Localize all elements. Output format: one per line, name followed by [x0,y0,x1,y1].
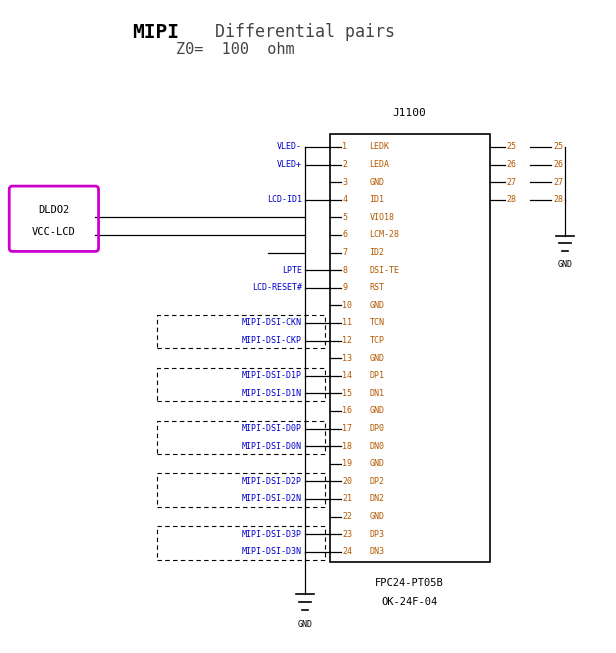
Text: 12: 12 [342,336,352,345]
Text: VLED-: VLED- [277,142,302,151]
Text: MIPI-DSI-D0P: MIPI-DSI-D0P [242,424,302,433]
Bar [157,421,325,454]
Text: MIPI-DSI-D1P: MIPI-DSI-D1P [242,372,302,380]
Text: LCD-ID1: LCD-ID1 [267,195,302,204]
Text: LCD-RESET#: LCD-RESET# [252,283,302,293]
Text: 3: 3 [342,178,347,187]
Text: 2: 2 [342,160,347,169]
Text: 5: 5 [342,213,347,222]
Text: 4: 4 [342,195,347,204]
Text: GND: GND [298,620,312,629]
Text: LEDA: LEDA [370,160,389,169]
Text: MIPI: MIPI [132,23,179,42]
Text: 26: 26 [506,160,516,169]
Text: 24: 24 [342,547,352,556]
Text: 15: 15 [342,389,352,398]
Text: DN1: DN1 [370,389,384,398]
Text: FPC24-PT05B: FPC24-PT05B [375,578,444,588]
Text: DSI-TE: DSI-TE [370,266,400,275]
Text: 11: 11 [342,319,352,327]
Text: 28: 28 [506,195,516,204]
Bar [330,134,490,562]
Text: 10: 10 [342,301,352,310]
Text: 1: 1 [342,142,347,151]
Text: ID1: ID1 [370,195,384,204]
Text: 17: 17 [342,424,352,433]
Text: GND: GND [370,512,384,521]
Text: DN2: DN2 [370,494,384,503]
Text: 25: 25 [553,142,563,151]
Text: MIPI-DSI-D3N: MIPI-DSI-D3N [242,547,302,556]
Text: 28: 28 [553,195,563,204]
Text: VLED+: VLED+ [277,160,302,169]
Text: LPTE: LPTE [282,266,302,275]
Text: 27: 27 [553,178,563,187]
Text: DN0: DN0 [370,441,384,451]
Text: 20: 20 [342,477,352,486]
Text: OK-24F-04: OK-24F-04 [381,597,438,607]
Bar [157,473,325,507]
Text: ID2: ID2 [370,248,384,257]
Text: MIPI-DSI-D2P: MIPI-DSI-D2P [242,477,302,486]
Text: J1100: J1100 [393,108,426,118]
Text: TCN: TCN [370,319,384,327]
Text: 22: 22 [342,512,352,521]
Text: MIPI-DSI-D0N: MIPI-DSI-D0N [242,441,302,451]
Text: Differential pairs: Differential pairs [185,23,395,41]
Text: DLDO2: DLDO2 [38,205,70,215]
Text: 9: 9 [342,283,347,293]
Text: LCM-28: LCM-28 [370,231,400,240]
Text: RST: RST [370,283,384,293]
Text: GND: GND [370,301,384,310]
Text: DP1: DP1 [370,372,384,380]
Text: MIPI-DSI-CKN: MIPI-DSI-CKN [242,319,302,327]
Text: 16: 16 [342,406,352,415]
Bar [157,526,325,560]
Text: DP0: DP0 [370,424,384,433]
Text: LEDK: LEDK [370,142,389,151]
Text: Z0=  100  ohm: Z0= 100 ohm [176,42,294,57]
Text: 25: 25 [506,142,516,151]
Text: 26: 26 [553,160,563,169]
Text: 23: 23 [342,530,352,539]
Text: MIPI-DSI-D1N: MIPI-DSI-D1N [242,389,302,398]
Text: VCC-LCD: VCC-LCD [32,227,76,236]
Text: 6: 6 [342,231,347,240]
Text: 13: 13 [342,354,352,362]
Text: DP3: DP3 [370,530,384,539]
Text: TCP: TCP [370,336,384,345]
Text: GND: GND [370,354,384,362]
Text: 21: 21 [342,494,352,503]
Text: GND: GND [370,178,384,187]
Text: VIO18: VIO18 [370,213,395,222]
Text: 14: 14 [342,372,352,380]
Text: MIPI-DSI-D2N: MIPI-DSI-D2N [242,494,302,503]
Text: 18: 18 [342,441,352,451]
Text: GND: GND [370,459,384,468]
Bar [157,315,325,349]
Bar [157,368,325,402]
Text: 7: 7 [342,248,347,257]
Text: 19: 19 [342,459,352,468]
Text: GND: GND [370,406,384,415]
Text: DP2: DP2 [370,477,384,486]
Text: DN3: DN3 [370,547,384,556]
Text: 27: 27 [506,178,516,187]
Text: MIPI-DSI-D3P: MIPI-DSI-D3P [242,530,302,539]
Text: 8: 8 [342,266,347,275]
Text: MIPI-DSI-CKP: MIPI-DSI-CKP [242,336,302,345]
Text: GND: GND [557,261,572,270]
